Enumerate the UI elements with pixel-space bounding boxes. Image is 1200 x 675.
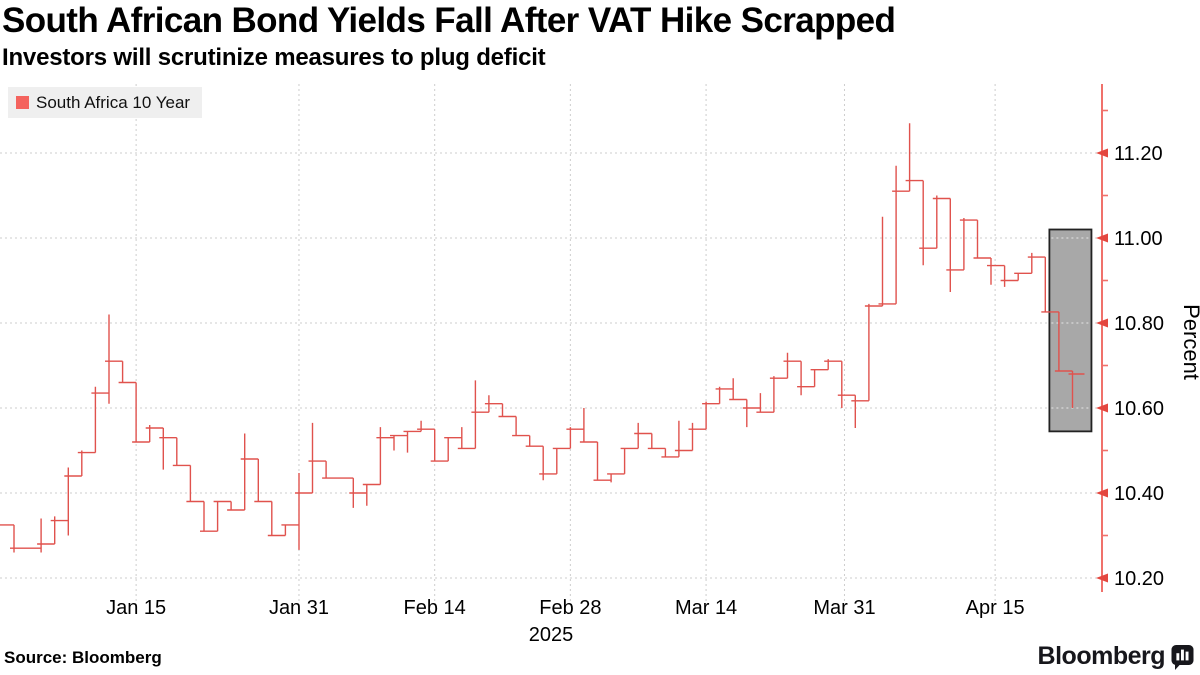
- y-tick-label: 11.00: [1114, 228, 1163, 250]
- y-gridlines: [0, 152, 1102, 579]
- legend-label: South Africa 10 Year: [36, 92, 191, 112]
- yield-line: [0, 123, 1085, 553]
- x-tick-label: Feb 28: [539, 597, 601, 619]
- chart-legend: South Africa 10 Year: [8, 87, 203, 118]
- x-tick-label: Apr 15: [966, 597, 1025, 619]
- y-tick-label: 10.20: [1114, 568, 1164, 590]
- y-tick-label: 10.60: [1114, 398, 1164, 420]
- y-tick-label: 11.20: [1114, 143, 1163, 165]
- y-axis-tick-arrows: [1096, 148, 1108, 583]
- bloomberg-logo-icon: [1171, 644, 1194, 670]
- y-axis-title: Percent: [1179, 304, 1200, 380]
- source-label: Source: Bloomberg: [4, 648, 162, 667]
- x-tick-label: Mar 31: [813, 597, 875, 619]
- page-title: South African Bond Yields Fall After VAT…: [2, 1, 896, 40]
- bloomberg-wordmark: Bloomberg: [1037, 642, 1166, 670]
- page-subtitle: Investors will scrutinize measures to pl…: [2, 44, 546, 71]
- x-tick-label: Feb 14: [404, 597, 466, 619]
- x-axis-year-label: 2025: [529, 624, 574, 646]
- bloomberg-brand: Bloomberg: [1038, 642, 1194, 671]
- x-tick-label: Jan 31: [269, 597, 329, 619]
- gridlines-inside-box: [1051, 237, 1090, 409]
- y-axis-minor-ticks: [1102, 109, 1108, 537]
- highlight-box: [1048, 228, 1093, 433]
- y-axis-labels: 11.20 11.00 10.80 10.60 10.40 10.20: [1114, 143, 1164, 590]
- x-tick-labels: Jan 15 Jan 31 Feb 14 Feb 28 Mar 14 Mar 31 Apr …: [106, 597, 1024, 619]
- y-tick-label: 10.80: [1114, 313, 1164, 335]
- y-tick-label: 10.40: [1114, 483, 1164, 505]
- legend-swatch-icon: [16, 96, 29, 109]
- x-tick-label: Jan 15: [106, 597, 166, 619]
- x-gridlines: [135, 84, 996, 601]
- x-tick-label: Mar 14: [675, 597, 737, 619]
